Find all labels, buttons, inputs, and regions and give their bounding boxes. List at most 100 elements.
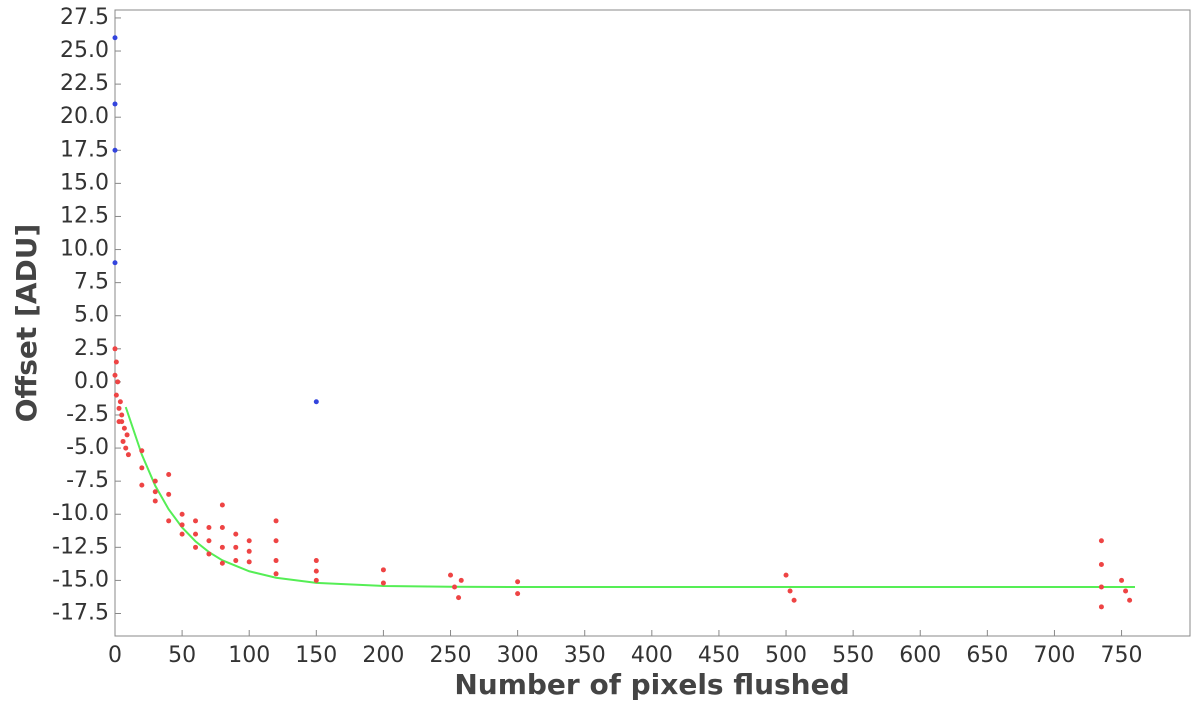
y-axis-title: Offset [ADU] [10,224,43,423]
y-tick-label: -10.0 [52,501,109,526]
data-point [179,522,185,528]
data-point [273,558,279,564]
data-point [193,544,199,550]
data-point [116,405,122,411]
data-point [1098,538,1104,544]
data-point [121,425,127,431]
x-tick-label: 700 [1033,643,1075,668]
y-tick-label: 7.5 [74,270,109,295]
x-tick-label: 250 [430,643,472,668]
x-tick-label: 600 [899,643,941,668]
y-tick-label: 22.5 [60,71,109,96]
data-point [139,482,145,488]
x-tick-label: 200 [362,643,404,668]
data-point [380,580,386,586]
y-tick-label: -12.5 [52,534,109,559]
data-point [246,538,252,544]
x-tick-label: 500 [765,643,807,668]
data-point [783,572,789,578]
y-tick-label: 12.5 [60,203,109,228]
y-tick-label: 10.0 [60,237,109,262]
data-point [124,432,130,438]
data-point [179,531,185,537]
y-tick-label: -7.5 [66,468,109,493]
x-tick-label: 300 [497,643,539,668]
data-point [1127,597,1133,603]
data-point [787,588,793,594]
x-tick-label: 50 [168,643,196,668]
data-point [112,35,118,41]
data-point [139,448,145,454]
data-point [112,260,118,266]
data-point [120,438,126,444]
data-point [115,379,121,385]
data-point [117,399,123,405]
data-point [113,359,119,365]
data-point [273,538,279,544]
data-point [246,559,252,565]
data-point [233,531,239,537]
y-tick-label: -15.0 [52,567,109,592]
data-point [113,392,119,398]
data-point [273,518,279,524]
y-tick-label: 2.5 [74,336,109,361]
data-point [166,491,172,497]
data-point [458,577,464,583]
data-point [313,568,319,574]
data-point [452,584,458,590]
x-tick-label: 450 [698,643,740,668]
data-point [219,502,225,508]
data-point [193,531,199,537]
data-point [313,577,319,583]
data-point [1123,588,1129,594]
data-point [380,567,386,573]
data-point [791,597,797,603]
y-tick-label: -2.5 [66,402,109,427]
data-point [246,548,252,554]
data-point [152,478,158,484]
y-tick-label: 27.5 [60,5,109,30]
data-point [193,518,199,524]
data-point [152,489,158,495]
data-point [179,511,185,517]
data-point [119,412,125,418]
y-tick-label: 15.0 [60,170,109,195]
fit-line [124,406,1135,589]
x-tick-label: 150 [295,643,337,668]
data-point [125,452,131,458]
data-point [1098,562,1104,568]
x-axis-title: Number of pixels flushed [454,668,849,701]
data-point [206,524,212,530]
data-point [219,524,225,530]
data-point [112,101,118,107]
data-point [313,558,319,564]
x-tick-label: 650 [966,643,1008,668]
plot-frame [114,9,1191,637]
data-point [219,560,225,566]
data-point [206,538,212,544]
data-point [112,346,118,352]
y-tick-label: 20.0 [60,104,109,129]
data-point [515,591,521,597]
data-point [116,419,122,425]
data-point [219,544,225,550]
y-tick-label: 17.5 [60,137,109,162]
x-tick-label: 550 [832,643,874,668]
data-point [152,498,158,504]
x-tick-label: 0 [108,643,122,668]
data-point [515,579,521,585]
y-tick-label: 25.0 [60,38,109,63]
y-tick-label: 0.0 [74,369,109,394]
data-point [123,445,129,451]
data-point [112,147,118,153]
data-point [166,518,172,524]
data-point [1098,584,1104,590]
data-point [112,372,118,378]
x-tick-label: 100 [228,643,270,668]
data-point [233,544,239,550]
data-point [1119,577,1125,583]
data-point [166,472,172,478]
data-point [448,572,454,578]
